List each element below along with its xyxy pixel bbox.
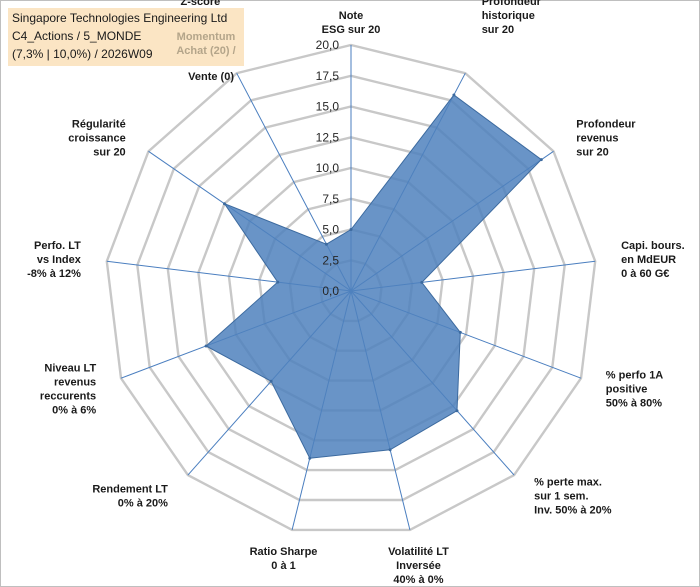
category-label-11-line-2: sur 20 bbox=[93, 147, 125, 159]
category-label-3-line-1: en MdEUR bbox=[621, 254, 676, 266]
data-point-9 bbox=[204, 344, 208, 348]
category-label-10-line-1: vs Index bbox=[37, 254, 82, 266]
category-label-8-line-1: 0% à 20% bbox=[118, 498, 168, 510]
tick-label-1: 2,5 bbox=[322, 253, 339, 267]
momentum-line2: Achat (20) / bbox=[176, 45, 236, 57]
tick-label-3: 7,5 bbox=[322, 192, 339, 206]
category-label-1-line-2: sur 20 bbox=[482, 24, 514, 36]
category-label-5: % perte max. sur 1 sem. Inv. 50% à 20% bbox=[534, 477, 612, 517]
category-label-7-line-0: Ratio Sharpe bbox=[250, 546, 318, 558]
category-label-1: Profondeur historique sur 20 bbox=[482, 0, 542, 36]
data-point-0 bbox=[349, 228, 353, 231]
tick-label-0: 0,0 bbox=[322, 284, 339, 298]
category-label-3: Capi. bours. en MdEUR 0 à 60 G€ bbox=[621, 240, 685, 280]
category-label-5-line-2: Inv. 50% à 20% bbox=[534, 505, 612, 517]
data-point-10 bbox=[276, 280, 280, 284]
category-label-9-line-0: Niveau LT bbox=[44, 363, 96, 375]
category-label-4-line-2: 50% à 80% bbox=[606, 398, 662, 410]
data-point-5 bbox=[455, 409, 459, 413]
grid-ring-6 bbox=[166, 105, 536, 472]
category-label-1-line-1: historique bbox=[482, 10, 535, 22]
data-area bbox=[205, 94, 543, 459]
category-label-4-line-0: % perfo 1A bbox=[606, 370, 664, 382]
grid-ring-8 bbox=[105, 43, 597, 532]
category-label-0-line-1: ESG sur 20 bbox=[322, 24, 381, 36]
category-label-3-line-2: 0 à 60 G€ bbox=[621, 268, 669, 280]
data-point-2 bbox=[539, 158, 543, 162]
chart-title-box: Singapore Technologies Engineering Ltd C… bbox=[8, 8, 244, 66]
data-point-8 bbox=[269, 379, 273, 383]
data-point-11 bbox=[223, 202, 226, 206]
category-label-0: Note ESG sur 20 bbox=[322, 10, 381, 36]
category-label-3-line-0: Capi. bours. bbox=[621, 240, 685, 252]
momentum-label: Momentum Achat (20) / bbox=[168, 30, 244, 58]
category-label-10: Perfo. LT vs Index -8% à 12% bbox=[27, 240, 82, 280]
category-label-6-line-1: Inversée bbox=[396, 560, 441, 572]
category-label-9-line-1: revenus bbox=[54, 377, 96, 389]
title-company: Singapore Technologies Engineering Ltd bbox=[12, 11, 228, 25]
category-label-5-line-0: % perte max. bbox=[534, 477, 602, 489]
tick-label-2: 5,0 bbox=[322, 223, 339, 237]
title-portfolio: C4_Actions / 5_MONDE bbox=[12, 29, 142, 43]
category-label-1-line-0: Profondeur bbox=[482, 0, 542, 8]
tick-label-6: 15,0 bbox=[316, 100, 340, 114]
category-label-7-line-1: 0 à 1 bbox=[271, 560, 295, 572]
category-label-2-line-0: Profondeur bbox=[576, 119, 636, 131]
category-label-2-line-2: sur 20 bbox=[576, 147, 608, 159]
category-label-9: Niveau LT revenus reccurents 0% à 6% bbox=[40, 363, 97, 417]
data-point-12 bbox=[324, 242, 328, 246]
category-label-6-line-0: Volatilité LT bbox=[388, 546, 449, 558]
category-label-0-line-0: Note bbox=[339, 10, 363, 22]
tick-label-8: 20,0 bbox=[316, 38, 340, 52]
category-label-10-line-0: Perfo. LT bbox=[34, 240, 81, 252]
category-label-10-line-2: -8% à 12% bbox=[27, 268, 81, 280]
grid-ring-7 bbox=[136, 74, 566, 502]
category-label-6-line-2: 40% à 0% bbox=[393, 574, 443, 586]
momentum-line3: Vente (0) bbox=[188, 71, 234, 83]
category-label-11-line-0: Régularité bbox=[72, 119, 126, 131]
category-label-9-line-2: reccurents bbox=[40, 391, 96, 403]
data-point-1 bbox=[452, 93, 456, 97]
category-label-5-line-1: sur 1 sem. bbox=[534, 491, 588, 503]
tick-label-5: 12,5 bbox=[316, 130, 340, 144]
category-label-2: Profondeur revenus sur 20 bbox=[576, 119, 636, 159]
category-label-12-line-0: Z-score bbox=[181, 0, 221, 8]
tick-label-4: 10,0 bbox=[316, 161, 340, 175]
category-label-11: Régularité croissance sur 20 bbox=[68, 119, 125, 159]
category-label-4-line-1: positive bbox=[606, 384, 648, 396]
data-point-4 bbox=[458, 330, 462, 334]
category-label-7: Ratio Sharpe 0 à 1 bbox=[250, 546, 318, 572]
category-label-8-line-0: Rendement LT bbox=[92, 484, 168, 496]
title-period: (7,3% | 10,0%) / 2026W09 bbox=[12, 47, 153, 61]
category-label-2-line-1: revenus bbox=[576, 133, 618, 145]
momentum-line1: Momentum bbox=[176, 31, 236, 43]
category-label-11-line-1: croissance bbox=[68, 133, 125, 145]
tick-label-7: 17,5 bbox=[316, 69, 340, 83]
data-point-7 bbox=[308, 456, 312, 460]
data-point-3 bbox=[420, 280, 424, 284]
category-label-4: % perfo 1A positive 50% à 80% bbox=[606, 370, 664, 410]
category-label-9-line-3: 0% à 6% bbox=[52, 405, 96, 417]
data-point-6 bbox=[388, 448, 392, 452]
category-label-8: Rendement LT 0% à 20% bbox=[92, 484, 168, 510]
category-label-6: Volatilité LT Inversée 40% à 0% bbox=[388, 546, 449, 586]
